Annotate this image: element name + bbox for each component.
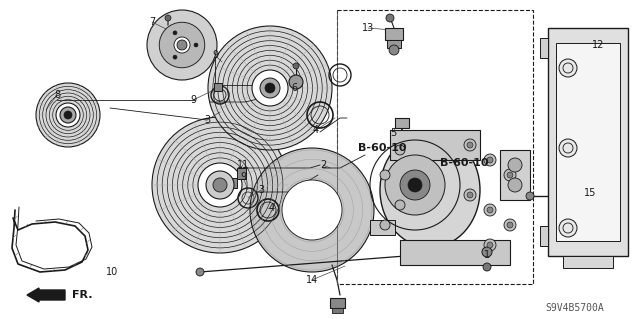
Circle shape: [507, 172, 513, 178]
Text: B-60-10: B-60-10: [440, 158, 488, 168]
Circle shape: [507, 222, 513, 228]
Circle shape: [559, 59, 577, 77]
Bar: [540, 38, 548, 58]
Bar: [540, 226, 548, 246]
Text: B-60-10: B-60-10: [358, 143, 406, 153]
Text: 1: 1: [484, 250, 490, 260]
Bar: [500, 150, 530, 200]
Circle shape: [177, 40, 187, 50]
Circle shape: [173, 31, 177, 35]
Text: 2: 2: [320, 160, 326, 170]
Circle shape: [173, 55, 177, 59]
Circle shape: [265, 83, 275, 93]
Circle shape: [385, 155, 445, 215]
Circle shape: [36, 83, 100, 147]
Circle shape: [400, 170, 430, 200]
Circle shape: [487, 242, 493, 248]
Circle shape: [174, 37, 190, 53]
Bar: [237, 168, 246, 179]
Circle shape: [464, 139, 476, 151]
Circle shape: [482, 247, 492, 257]
Text: 12: 12: [592, 40, 604, 50]
Circle shape: [559, 219, 577, 237]
Bar: [556, 43, 620, 241]
Bar: [400, 240, 510, 265]
Bar: [548, 28, 628, 256]
Circle shape: [282, 180, 342, 240]
Text: 9: 9: [240, 172, 246, 182]
Circle shape: [395, 145, 405, 155]
Bar: [370, 220, 395, 235]
Text: 15: 15: [584, 188, 596, 198]
Circle shape: [252, 70, 288, 106]
Circle shape: [504, 169, 516, 181]
Bar: [214, 83, 222, 91]
Text: 13: 13: [362, 23, 374, 33]
Circle shape: [508, 158, 522, 172]
Circle shape: [408, 178, 422, 192]
Text: FR.: FR.: [72, 290, 93, 300]
Circle shape: [250, 148, 374, 272]
Bar: [390, 130, 480, 160]
Ellipse shape: [380, 132, 480, 248]
Text: 9: 9: [212, 50, 218, 60]
Circle shape: [147, 10, 217, 80]
Bar: [332, 308, 343, 313]
Bar: [337, 10, 533, 284]
Circle shape: [467, 192, 473, 198]
Circle shape: [380, 170, 390, 180]
Circle shape: [260, 78, 280, 98]
Text: 7: 7: [149, 17, 155, 27]
Bar: [385, 28, 403, 40]
Text: 14: 14: [306, 275, 318, 285]
Circle shape: [60, 107, 76, 123]
Circle shape: [504, 219, 516, 231]
Circle shape: [213, 178, 227, 192]
Circle shape: [464, 189, 476, 201]
Circle shape: [208, 26, 332, 150]
Circle shape: [484, 239, 496, 251]
Circle shape: [508, 178, 522, 192]
Text: 5: 5: [390, 128, 396, 138]
Bar: [228, 178, 237, 188]
Circle shape: [56, 103, 80, 127]
Text: 4: 4: [269, 203, 275, 213]
Circle shape: [386, 14, 394, 22]
Circle shape: [483, 263, 491, 271]
Circle shape: [467, 142, 473, 148]
Circle shape: [526, 192, 534, 200]
Text: 8: 8: [54, 90, 60, 100]
Bar: [563, 256, 613, 268]
Circle shape: [289, 75, 303, 89]
Text: 11: 11: [237, 160, 249, 170]
Circle shape: [165, 15, 171, 21]
Text: 3: 3: [204, 115, 210, 125]
FancyArrow shape: [27, 288, 65, 302]
Circle shape: [194, 43, 198, 47]
Circle shape: [159, 22, 205, 68]
Text: 10: 10: [106, 267, 118, 277]
Circle shape: [64, 111, 72, 119]
Circle shape: [152, 117, 288, 253]
Text: 4: 4: [313, 125, 319, 135]
Text: 3: 3: [258, 185, 264, 195]
Text: 6: 6: [291, 83, 297, 93]
Circle shape: [198, 163, 242, 207]
Circle shape: [206, 171, 234, 199]
Circle shape: [380, 220, 390, 230]
Circle shape: [559, 139, 577, 157]
Circle shape: [484, 154, 496, 166]
Bar: [387, 40, 401, 48]
Text: 9: 9: [190, 95, 196, 105]
Circle shape: [484, 204, 496, 216]
Text: S9V4B5700A: S9V4B5700A: [546, 303, 604, 313]
Circle shape: [487, 157, 493, 163]
Circle shape: [395, 200, 405, 210]
Circle shape: [389, 45, 399, 55]
Bar: [330, 298, 345, 308]
Circle shape: [196, 268, 204, 276]
Circle shape: [487, 207, 493, 213]
Circle shape: [293, 63, 299, 69]
Bar: [395, 118, 409, 128]
